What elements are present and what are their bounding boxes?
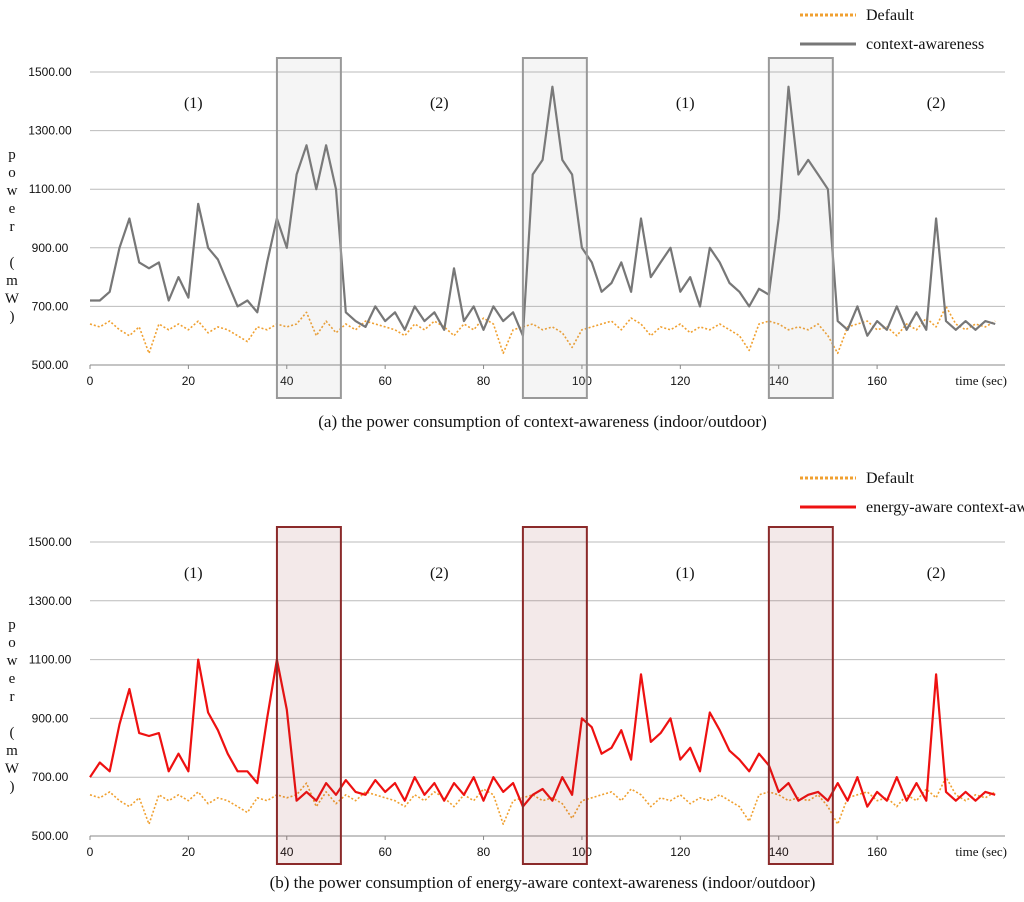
x-tick-label: 120 (670, 374, 690, 388)
y-tick-label: 500.00 (32, 829, 69, 843)
x-tick-label: 60 (378, 374, 392, 388)
highlight-box (521, 526, 588, 865)
region-label: (1) (676, 565, 695, 582)
legend-label: context-awareness (866, 36, 984, 53)
legend-label: Default (866, 470, 915, 487)
highlight-box (767, 57, 834, 399)
caption: (a) the power consumption of context-awa… (318, 412, 766, 431)
series-line (89, 776, 996, 825)
region-label: (2) (430, 95, 449, 112)
highlight-box (521, 57, 588, 399)
y-tick-label: 900.00 (32, 711, 69, 725)
x-tick-label: 160 (867, 374, 887, 388)
y-tick-label: 900.00 (32, 241, 69, 255)
y-axis-label: power (mW) (4, 147, 20, 327)
x-tick-label: 40 (280, 374, 294, 388)
region-label: (1) (184, 565, 203, 582)
x-tick-label: 0 (87, 845, 94, 859)
region-label: (2) (927, 95, 946, 112)
series-line (89, 305, 996, 355)
highlight-box (275, 526, 342, 865)
y-tick-label: 1100.00 (29, 653, 72, 667)
highlight-box (275, 57, 342, 399)
y-tick-label: 1300.00 (28, 124, 72, 138)
y-tick-label: 1500.00 (28, 535, 72, 549)
x-tick-label: 140 (769, 845, 789, 859)
x-tick-label: 60 (378, 845, 392, 859)
x-tick-label: 120 (670, 845, 690, 859)
region-label: (1) (184, 95, 203, 112)
y-tick-label: 1100.00 (29, 182, 72, 196)
region-label: (1) (676, 95, 695, 112)
legend-label: energy-aware context-awareness (866, 499, 1024, 516)
x-tick-label: 80 (477, 845, 491, 859)
x-tick-label: 160 (867, 845, 887, 859)
y-tick-label: 700.00 (32, 770, 69, 784)
y-tick-label: 700.00 (32, 299, 69, 313)
caption: (b) the power consumption of energy-awar… (270, 873, 816, 892)
x-tick-label: 20 (182, 845, 196, 859)
series-line (89, 658, 996, 808)
x-tick-label: 20 (182, 374, 196, 388)
x-axis-label: time (sec) (955, 844, 1007, 859)
x-axis-label: time (sec) (955, 373, 1007, 388)
x-tick-label: 80 (477, 374, 491, 388)
x-tick-label: 40 (280, 845, 294, 859)
y-axis-label: power (mW) (4, 617, 20, 797)
legend-label: Default (866, 7, 915, 24)
region-label: (2) (927, 565, 946, 582)
y-tick-label: 1300.00 (28, 594, 72, 608)
x-tick-label: 0 (87, 374, 94, 388)
x-tick-label: 140 (769, 374, 789, 388)
y-tick-label: 1500.00 (28, 65, 72, 79)
y-tick-label: 500.00 (32, 358, 69, 372)
highlight-box (767, 526, 834, 865)
series-line (90, 85, 996, 337)
region-label: (2) (430, 565, 449, 582)
